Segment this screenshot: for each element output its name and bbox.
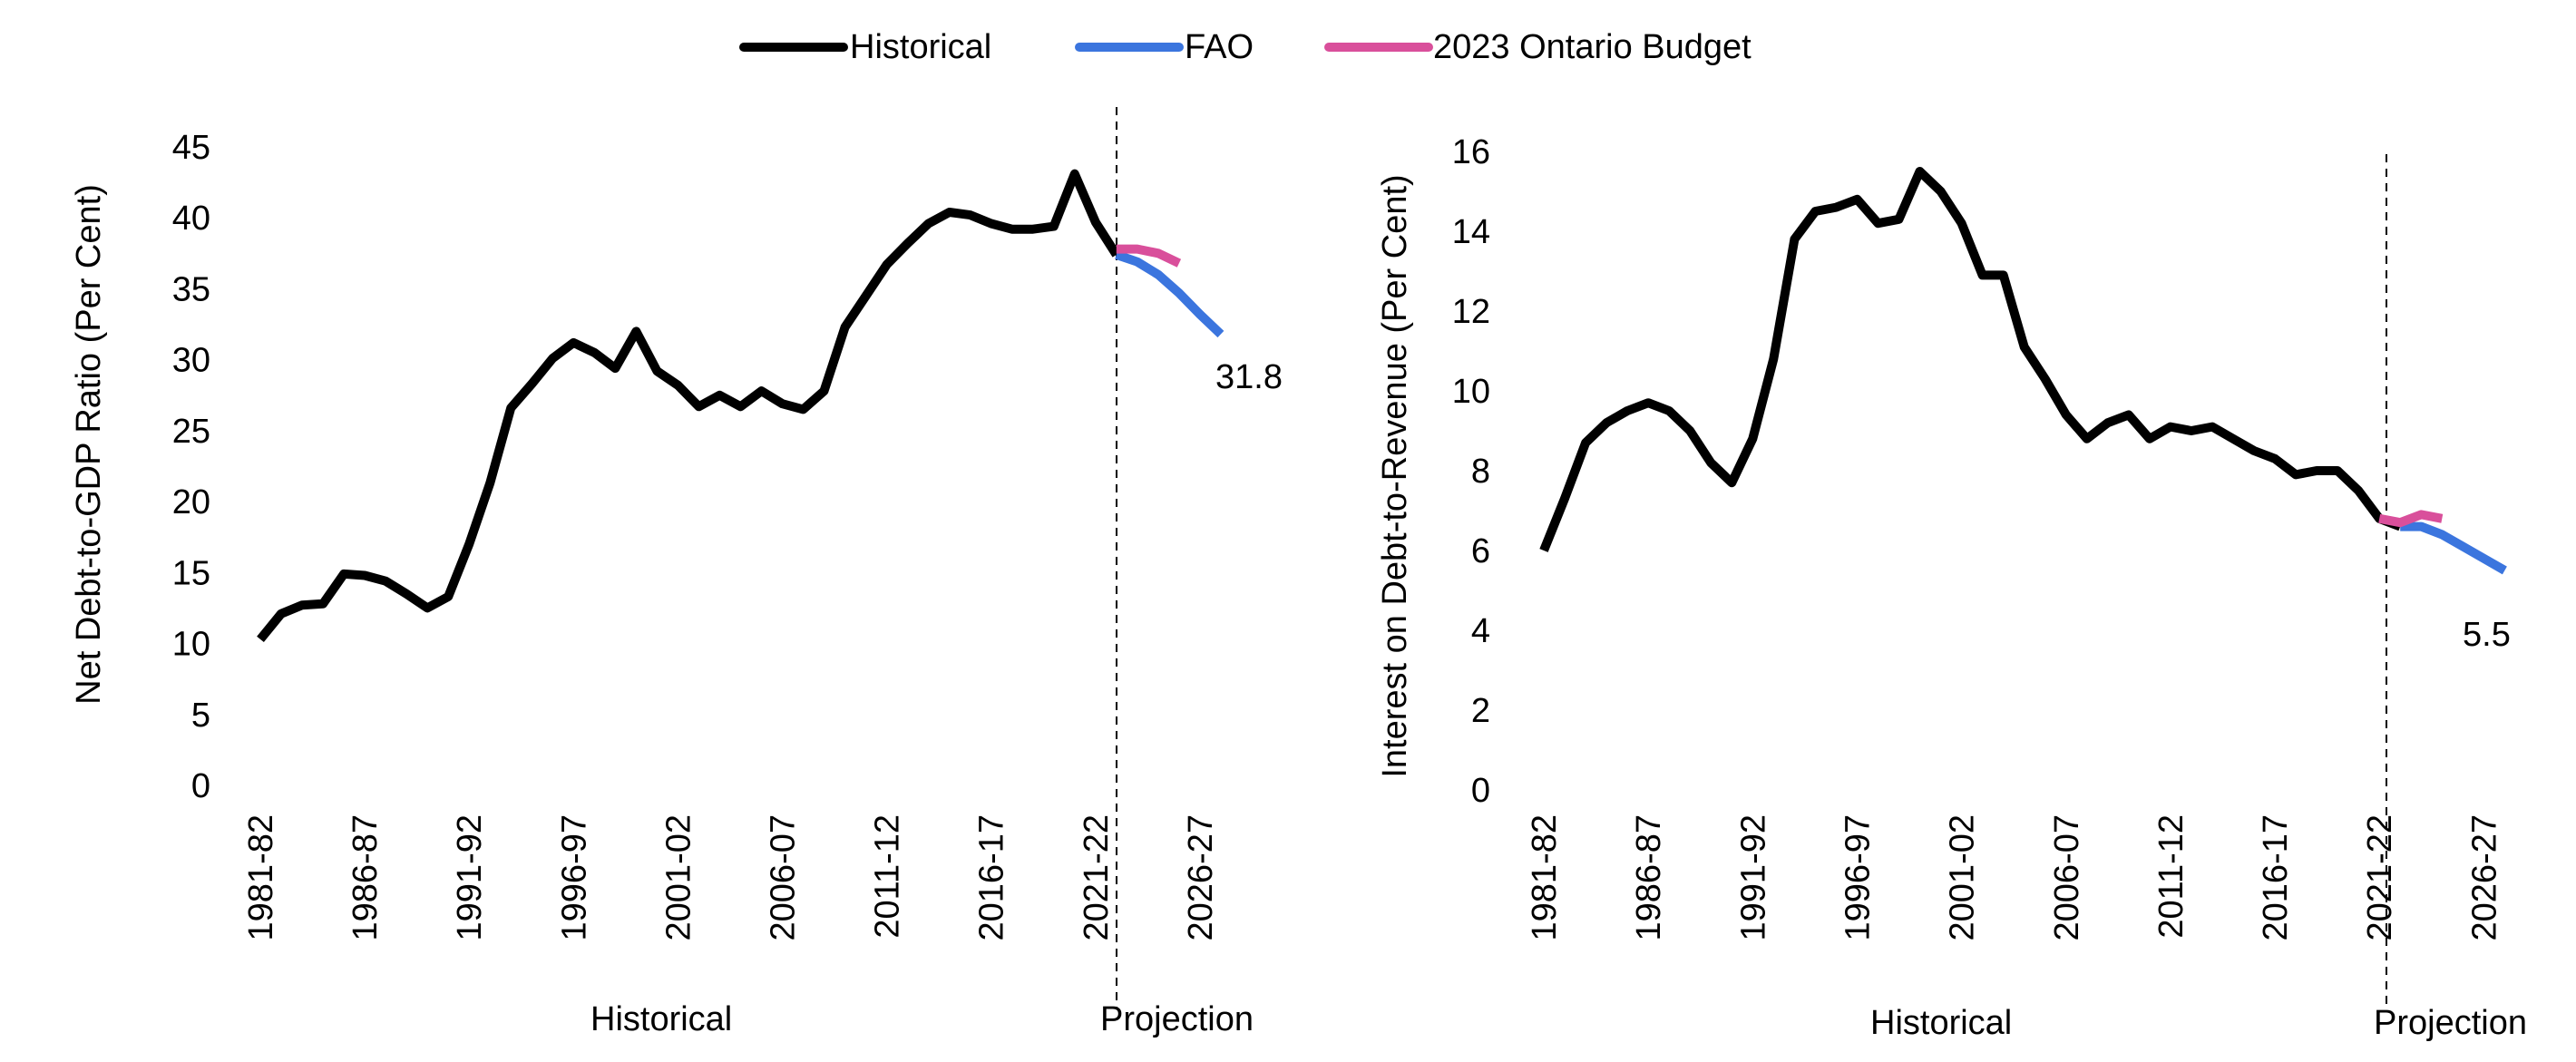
x-tick-label: 1986-87	[1630, 814, 1668, 940]
x-tick-label: 2006-07	[2048, 814, 2086, 940]
y-tick-label: 45	[172, 129, 210, 167]
y-axis-title: Interest on Debt-to-Revenue (Per Cent)	[1376, 174, 1414, 777]
series-line-budget	[1116, 244, 1182, 268]
y-tick-label: 8	[1471, 453, 1490, 491]
x-tick-labels: 1981-82 1986-87 1991-92 1996-97 2001-02 2006-…	[1526, 814, 2503, 940]
legend-label-budget: 2023 Ontario Budget	[1433, 28, 1751, 66]
x-tick-label: 2001-02	[659, 814, 698, 940]
x-tick-label: 1996-97	[555, 814, 593, 940]
y-tick-label: 25	[172, 413, 210, 451]
y-tick-label: 40	[172, 200, 210, 238]
section-label-projection: Projection	[1100, 1000, 1254, 1038]
y-tick-label: 16	[1452, 133, 1490, 171]
series-line-fao	[2400, 521, 2507, 575]
x-tick-label: 2001-02	[1944, 814, 1982, 940]
y-tick-labels: 0 2 4 6 8 10 12 14 16	[1452, 133, 1490, 810]
y-tick-label: 10	[172, 626, 210, 664]
y-tick-label: 15	[172, 554, 210, 592]
y-tick-label: 6	[1471, 532, 1490, 570]
y-tick-label: 2	[1471, 692, 1490, 730]
x-tick-label: 2011-12	[2152, 814, 2191, 939]
x-tick-label: 2026-27	[2465, 814, 2503, 940]
y-tick-label: 35	[172, 270, 210, 308]
x-tick-label: 2006-07	[765, 814, 803, 940]
y-tick-label: 14	[1452, 213, 1490, 251]
series-line-historical	[257, 169, 1121, 643]
series-line-historical	[1539, 167, 2402, 552]
end-value-label: 5.5	[2463, 616, 2511, 654]
x-tick-label: 1981-82	[1526, 814, 1564, 940]
section-label-historical: Historical	[590, 1000, 732, 1038]
x-tick-label: 1981-82	[242, 814, 280, 940]
x-tick-label: 1991-92	[1734, 814, 1772, 940]
x-tick-label: 2026-27	[1182, 814, 1220, 940]
y-axis-title: Net Debt-to-GDP Ratio (Per Cent)	[70, 184, 108, 705]
section-label-projection: Projection	[2374, 1004, 2527, 1042]
series-line-budget	[2378, 510, 2444, 528]
x-tick-label: 2016-17	[973, 814, 1011, 940]
debt-to-gdp-chart: Net Debt-to-GDP Ratio (Per Cent) 0 5 10 15 2…	[70, 107, 1283, 1038]
section-label-historical: Historical	[1870, 1004, 2012, 1042]
x-tick-label: 1996-97	[1839, 814, 1877, 940]
x-tick-label: 1991-92	[451, 814, 489, 940]
y-tick-label: 5	[191, 697, 210, 735]
y-tick-label: 20	[172, 483, 210, 521]
y-tick-label: 10	[1452, 373, 1490, 411]
x-tick-label: 2011-12	[869, 814, 907, 939]
y-tick-label: 0	[1471, 772, 1490, 810]
series-group	[257, 169, 1225, 643]
y-tick-label: 0	[191, 767, 210, 805]
y-tick-label: 12	[1452, 293, 1490, 331]
y-tick-label: 30	[172, 342, 210, 380]
interest-to-revenue-chart: Interest on Debt-to-Revenue (Per Cent) 0…	[1376, 133, 2527, 1042]
x-tick-label: 2021-22	[2361, 814, 2399, 940]
y-tick-label: 4	[1471, 612, 1490, 650]
x-tick-label: 2016-17	[2257, 814, 2295, 940]
x-tick-label: 1986-87	[346, 814, 385, 940]
series-line-fao	[1115, 250, 1225, 338]
legend: Historical FAO 2023 Ontario Budget	[739, 28, 1751, 66]
x-tick-label: 2021-22	[1078, 814, 1116, 940]
legend-label-fao: FAO	[1185, 28, 1254, 66]
end-value-label: 31.8	[1215, 358, 1283, 396]
x-tick-labels: 1981-82 1986-87 1991-92 1996-97 2001-02 2006-…	[242, 814, 1220, 940]
series-group	[1539, 167, 2507, 575]
y-tick-labels: 0 5 10 15 20 25 30 35 40 45	[172, 129, 210, 805]
legend-label-historical: Historical	[850, 28, 991, 66]
